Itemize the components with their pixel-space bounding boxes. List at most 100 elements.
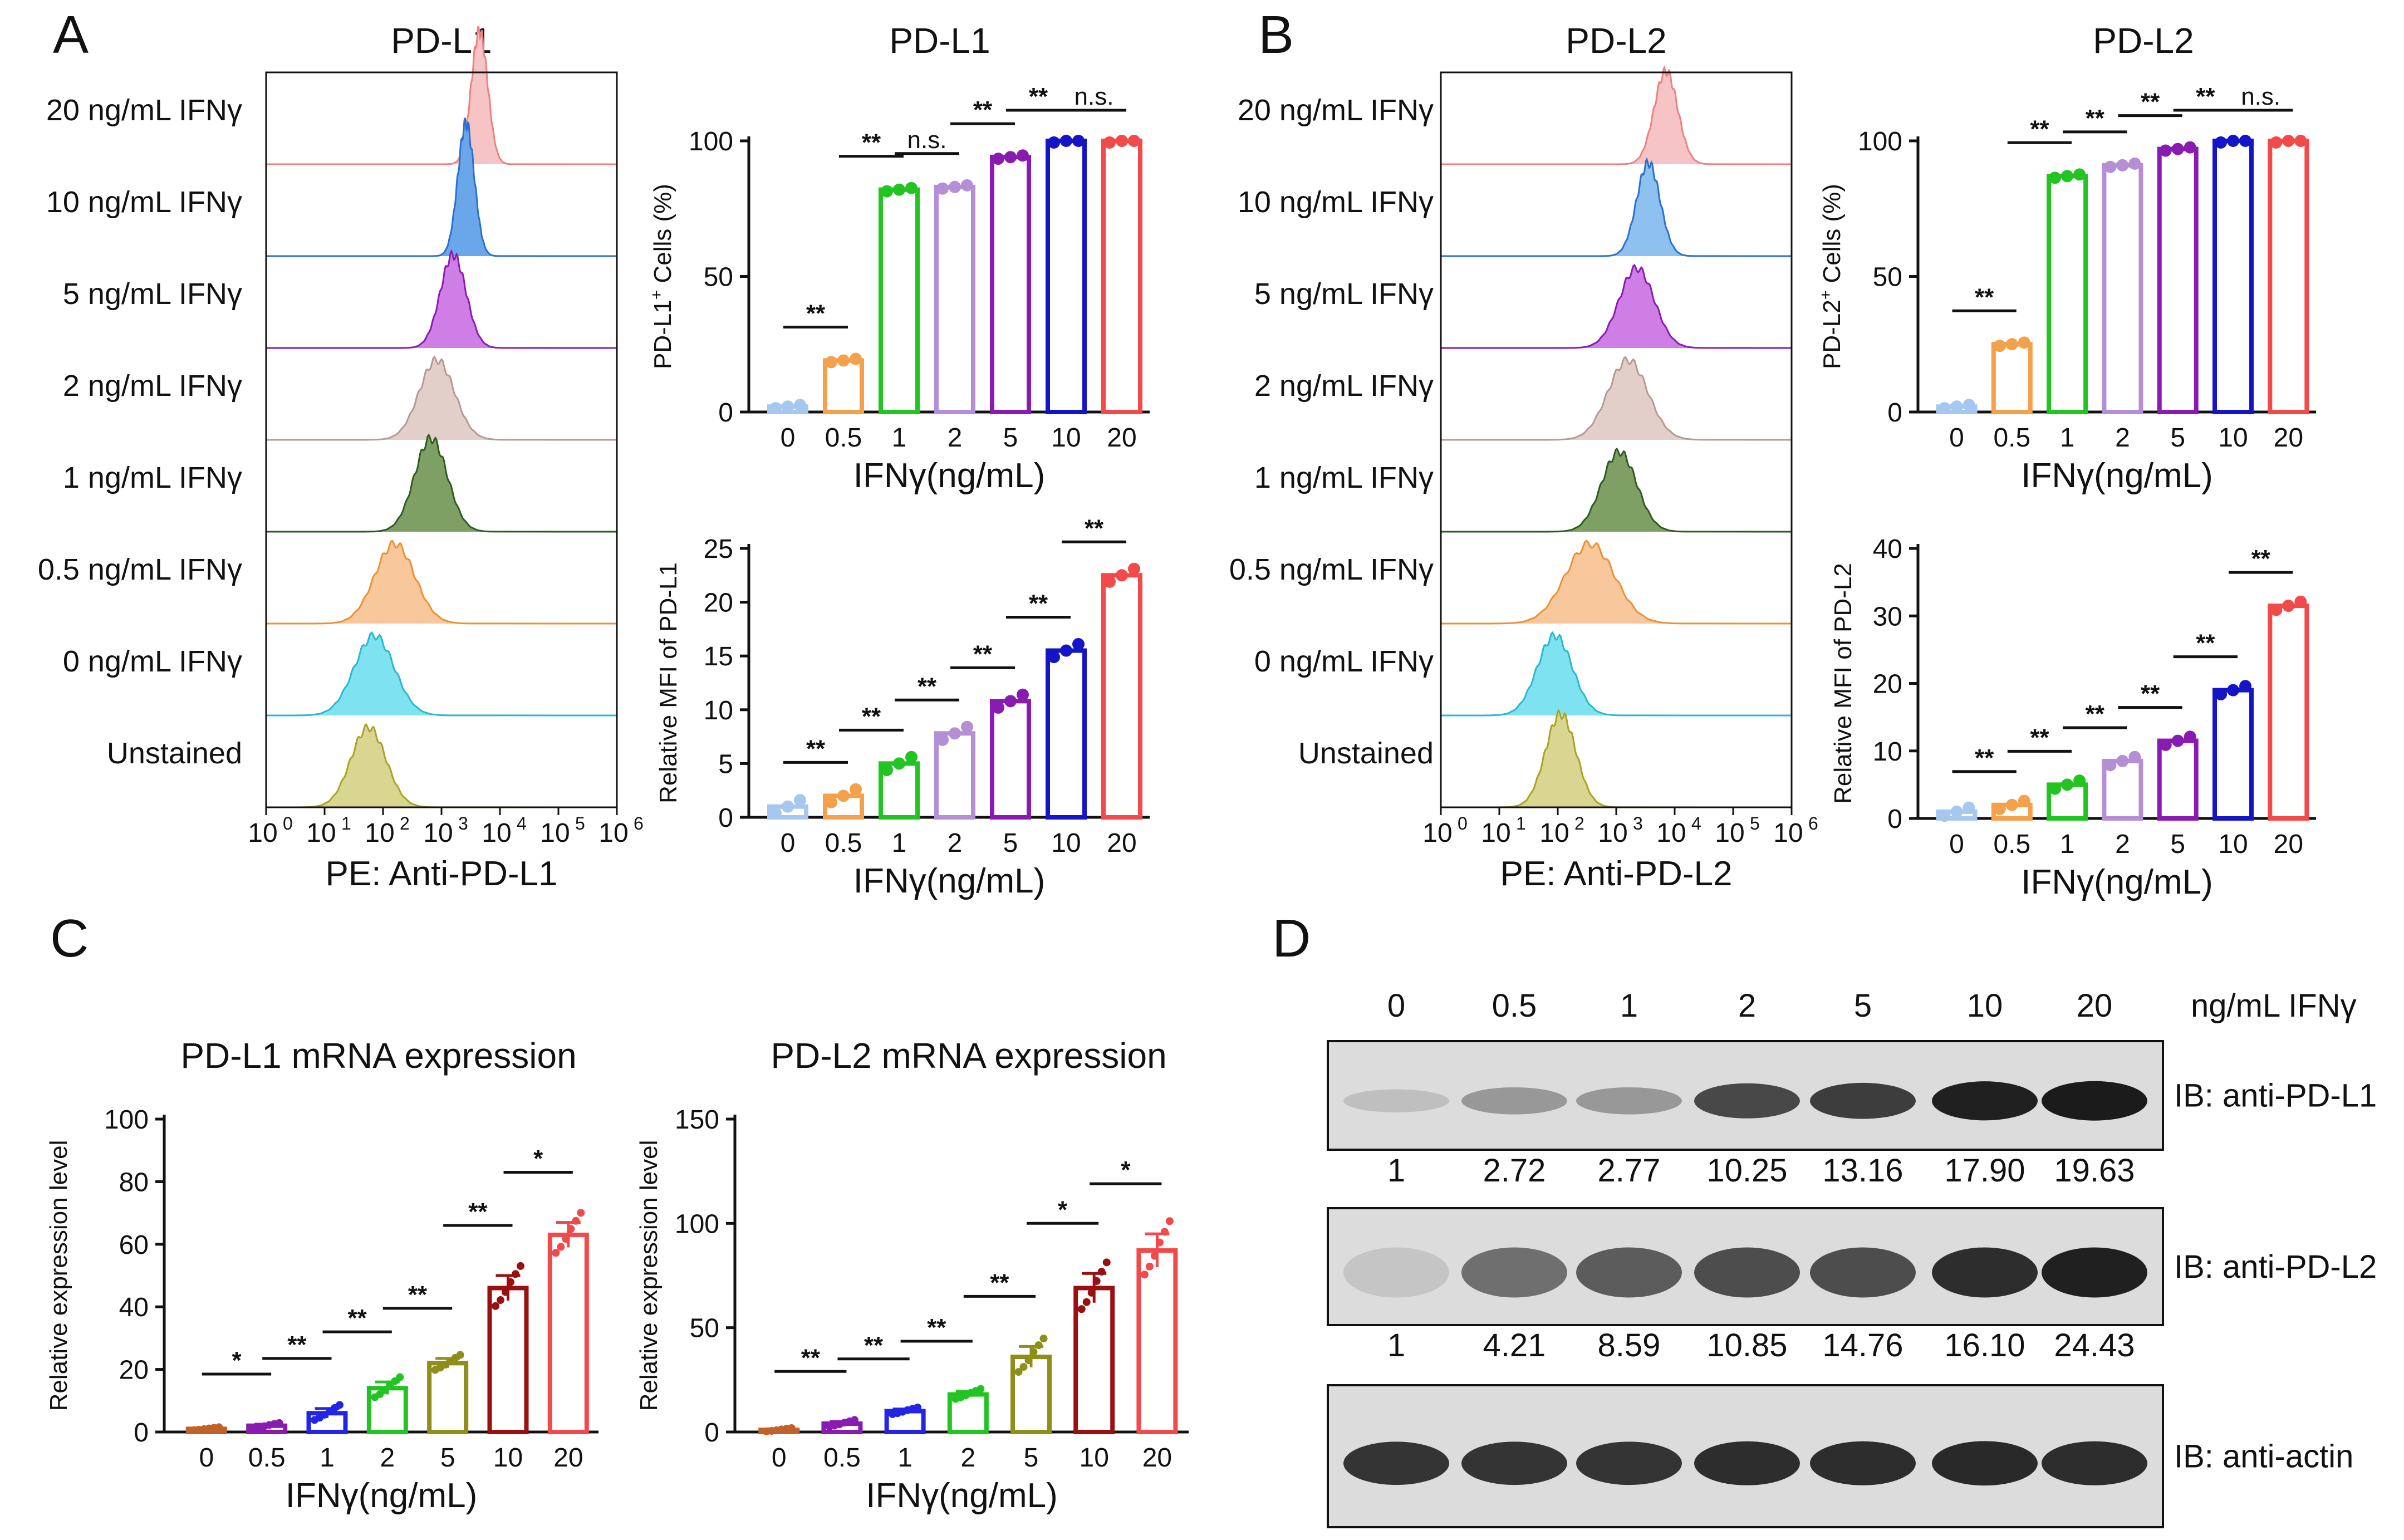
panel-label-b: B xyxy=(1258,5,1294,65)
replicate-point xyxy=(1950,805,1963,818)
replicate-point xyxy=(456,1351,464,1359)
replicate-point xyxy=(557,1243,565,1251)
blot-band xyxy=(1576,1247,1682,1298)
replicate-point xyxy=(1060,644,1072,657)
replicate-point xyxy=(2018,794,2030,807)
western-blot-quantification: 1 xyxy=(1387,1327,1405,1364)
replicate-point xyxy=(1077,1305,1086,1313)
histogram-x-tick-exponent: 0 xyxy=(283,813,293,833)
significance-label: ** xyxy=(2030,115,2049,143)
histogram-curve xyxy=(266,26,617,165)
x-axis-label: IFNγ(ng/mL) xyxy=(2021,863,2212,901)
x-tick-label: 0.5 xyxy=(825,828,862,858)
y-axis-label: Relative MFI of PD-L1 xyxy=(655,562,682,803)
replicate-point xyxy=(1024,1356,1033,1365)
panel-label-d: D xyxy=(1272,909,1311,968)
histogram-x-tick-label: 10 xyxy=(1715,818,1744,848)
replicate-point xyxy=(782,400,794,413)
western-blot-quantification: 8.59 xyxy=(1598,1327,1661,1364)
histogram-row-label: 0.5 ng/mL IFNγ xyxy=(1229,553,1434,586)
y-tick-label: 100 xyxy=(1858,127,1902,156)
replicate-point xyxy=(502,1288,509,1296)
significance-label: ** xyxy=(918,673,937,700)
x-tick-label: 1 xyxy=(2060,830,2075,859)
histogram-x-tick-exponent: 6 xyxy=(1808,813,1818,833)
western-blot-lane-label: 10 xyxy=(1967,988,2003,1024)
western-blot-layer: ng/mL IFNγ 0 0.5 1 2 5 10 20 IB: anti-PD-L1 1 2.72… xyxy=(1327,988,2377,1528)
blot-band xyxy=(1343,1247,1449,1298)
replicate-point xyxy=(1160,1228,1169,1236)
replicate-point xyxy=(837,789,850,802)
replicate-point xyxy=(893,183,905,196)
replicate-point xyxy=(1150,1252,1159,1260)
y-axis-label: Relative expression level xyxy=(635,1140,663,1411)
significance-label: ** xyxy=(973,640,993,668)
replicate-point xyxy=(2128,157,2141,170)
histogram-x-tick-exponent: 6 xyxy=(634,813,644,833)
y-tick-label: 40 xyxy=(1873,534,1902,564)
x-tick-label: 5 xyxy=(1003,423,1018,453)
replicate-point xyxy=(1014,1368,1023,1376)
significance-label: ** xyxy=(2086,700,2105,728)
x-tick-label: 1 xyxy=(892,828,907,858)
y-tick-label: 0 xyxy=(1887,805,1902,834)
histogram-x-tick-exponent: 3 xyxy=(1633,813,1643,833)
y-axis-label: PD-L2+ Cells (%) xyxy=(1817,184,1846,369)
bar xyxy=(990,155,1031,414)
replicate-point xyxy=(1103,136,1116,149)
replicate-point xyxy=(1145,1262,1154,1271)
histogram-row-label: 0.5 ng/mL IFNγ xyxy=(38,553,242,586)
y-tick-label: 20 xyxy=(1873,670,1902,699)
significance-label: ** xyxy=(2141,680,2160,708)
replicate-point xyxy=(2227,135,2240,147)
replicate-point xyxy=(992,701,1004,714)
histogram-x-tick-exponent: 2 xyxy=(1574,813,1584,833)
histogram-x-tick-label: 10 xyxy=(598,818,628,848)
western-blot-row-label: IB: anti-PD-L1 xyxy=(2174,1078,2377,1114)
x-tick-label: 2 xyxy=(2115,830,2130,859)
x-tick-label: 5 xyxy=(1024,1443,1039,1473)
significance-label: ** xyxy=(862,129,881,156)
significance-label: ** xyxy=(801,1344,821,1371)
significance-label: n.s. xyxy=(1075,83,1114,110)
histogram-x-tick-label: 10 xyxy=(1773,818,1803,848)
histogram-curve xyxy=(266,631,617,717)
y-axis-label-rest: Cells (%) xyxy=(649,184,676,290)
histogram-curve xyxy=(266,355,617,441)
bar xyxy=(2212,688,2254,821)
histogram-x-tick-exponent: 4 xyxy=(1691,813,1701,833)
histogram-curve xyxy=(266,539,617,625)
histogram-curve xyxy=(1441,709,1792,808)
x-tick-label: 1 xyxy=(2060,423,2075,453)
western-blot-lane-label: 20 xyxy=(2077,988,2113,1024)
replicate-point xyxy=(893,757,905,770)
histogram-row-label: 1 ng/mL IFNγ xyxy=(63,461,242,494)
replicate-point xyxy=(1938,402,1951,415)
replicate-point xyxy=(794,794,806,807)
western-blot-quantification: 19.63 xyxy=(2054,1152,2135,1189)
replicate-point xyxy=(2116,754,2129,767)
western-blot-quantification: 14.76 xyxy=(1822,1327,1903,1364)
replicate-point xyxy=(1087,1288,1096,1297)
histogram-x-tick-label: 10 xyxy=(1481,818,1510,848)
replicate-point xyxy=(837,354,850,367)
replicate-point xyxy=(2282,135,2295,147)
replicate-point xyxy=(1004,695,1017,708)
replicate-point xyxy=(2227,684,2240,697)
y-tick-label: 0 xyxy=(718,398,733,428)
significance-label: * xyxy=(1121,1156,1131,1184)
y-tick-label: 40 xyxy=(119,1293,149,1322)
y-axis-label-superscript: + xyxy=(1817,290,1835,300)
histogram-curve xyxy=(1441,447,1792,533)
replicate-point xyxy=(787,1424,796,1432)
replicate-point xyxy=(2239,135,2252,147)
y-tick-label: 150 xyxy=(675,1105,719,1135)
replicate-point xyxy=(1128,562,1140,575)
bar xyxy=(2157,738,2199,821)
replicate-point xyxy=(577,1209,585,1217)
histogram-curve xyxy=(1441,540,1792,625)
replicate-point xyxy=(215,1423,223,1431)
y-tick-label: 15 xyxy=(704,642,733,671)
western-blot-quantification: 24.43 xyxy=(2054,1327,2135,1364)
